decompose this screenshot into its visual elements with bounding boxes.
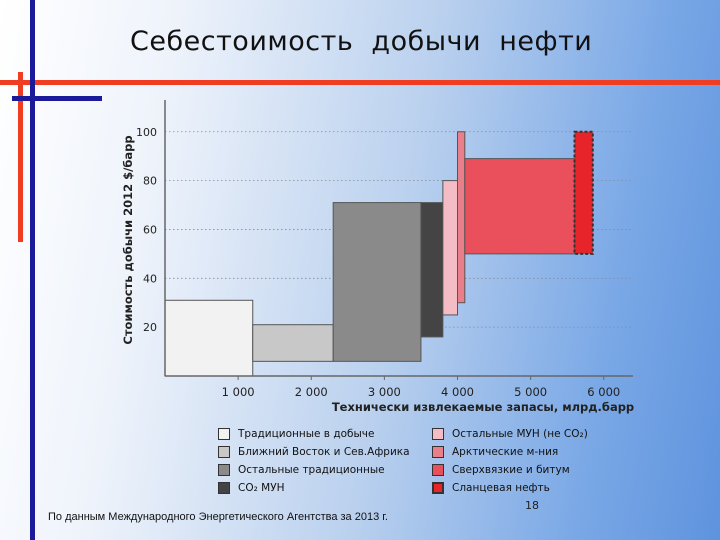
legend-swatch xyxy=(218,464,230,476)
bar-1 xyxy=(164,299,254,377)
x-tick-labels: 1 000 2 000 3 000 4 000 5 000 6 000 xyxy=(222,376,620,399)
y-tick-labels: 20 40 60 80 100 xyxy=(136,126,157,334)
bar-8 xyxy=(573,130,594,255)
legend-swatch xyxy=(218,446,230,458)
x-axis-label: Технически извлекаемые запасы, млрд.барр xyxy=(332,400,634,414)
source-footnote: По данным Международного Энергетического… xyxy=(48,511,388,523)
bar-6 xyxy=(457,131,466,304)
legend-swatch xyxy=(432,482,444,494)
x-tick-label: 1 000 xyxy=(222,385,255,399)
legend-item-1: Традиционные в добыче xyxy=(218,428,374,440)
slide-title: Себестоимость добычи нефти xyxy=(130,26,593,57)
y-tick-label: 20 xyxy=(143,321,157,334)
legend-item-7: Сверхвязкие и битум xyxy=(432,464,570,476)
legend-swatch xyxy=(218,482,230,494)
legend-label: Арктические м-ния xyxy=(452,446,559,458)
legend-swatch xyxy=(432,464,444,476)
legend-label: Остальные традиционные xyxy=(238,464,385,476)
bar-2 xyxy=(252,324,334,362)
x-tick-label: 5 000 xyxy=(514,385,547,399)
x-tick-label: 6 000 xyxy=(587,385,620,399)
legend-label: Сверхвязкие и битум xyxy=(452,464,570,476)
legend-item-5: Остальные МУН (не CO₂) xyxy=(432,428,588,440)
legend-label: Остальные МУН (не CO₂) xyxy=(452,428,588,440)
legend-label: Традиционные в добыче xyxy=(238,428,375,440)
y-tick-label: 60 xyxy=(143,223,157,236)
legend-label: Ближний Восток и Сев.Африка xyxy=(238,446,410,458)
legend-item-2: Ближний Восток и Сев.Африка xyxy=(218,446,410,458)
legend-item-4: CO₂ МУН xyxy=(218,482,285,494)
deco-red-horizontal-line xyxy=(0,80,720,85)
y-axis-label: Стоимость добычи 2012 $/барр xyxy=(121,135,135,344)
x-tick-label: 2 000 xyxy=(295,385,328,399)
legend-item-3: Остальные традиционные xyxy=(218,464,385,476)
y-tick-label: 40 xyxy=(143,272,157,285)
legend-item-6: Арктические м-ния xyxy=(432,446,558,458)
deco-blue-horizontal-line xyxy=(12,96,102,101)
y-tick-label: 100 xyxy=(136,126,157,139)
bars xyxy=(164,130,594,377)
legend-label: Сланцевая нефть xyxy=(452,482,550,494)
legend-label: CO₂ МУН xyxy=(238,482,285,494)
x-tick-label: 4 000 xyxy=(441,385,474,399)
bar-3 xyxy=(332,202,422,362)
bar-7 xyxy=(464,158,575,255)
deco-red-vertical-line xyxy=(18,72,23,242)
deco-blue-vertical-line xyxy=(30,0,35,540)
x-tick-label: 3 000 xyxy=(368,385,401,399)
legend-swatch xyxy=(218,428,230,440)
legend-item-8: Сланцевая нефть xyxy=(432,482,550,494)
bar-4 xyxy=(420,202,444,338)
y-tick-label: 80 xyxy=(143,175,157,188)
page-number: 18 xyxy=(525,499,539,512)
bar-5 xyxy=(442,180,458,316)
legend-swatch xyxy=(432,428,444,440)
legend-swatch xyxy=(432,446,444,458)
